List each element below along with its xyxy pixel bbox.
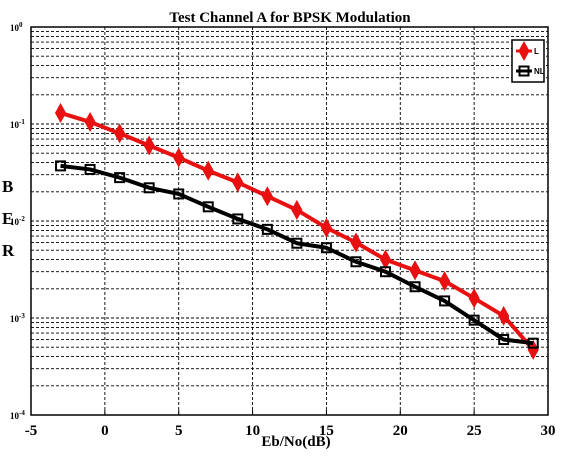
series-NL	[55, 160, 539, 349]
series-group	[54, 102, 539, 360]
legend-marker	[518, 65, 530, 77]
data-point-L	[261, 186, 273, 207]
legend: L NL	[511, 39, 545, 83]
data-point-NL	[291, 237, 303, 249]
data-point-L	[409, 260, 421, 281]
data-point-L	[320, 217, 333, 238]
data-point-NL	[55, 160, 67, 172]
data-point-L	[498, 305, 510, 326]
data-point-NL	[261, 223, 273, 235]
data-point-L	[439, 271, 451, 292]
series-L	[54, 102, 539, 360]
data-point-L	[202, 160, 214, 181]
grid-lines	[30, 26, 549, 416]
x-tick-label: 30	[541, 423, 556, 439]
legend-marker	[518, 40, 530, 62]
data-point-NL	[143, 182, 155, 194]
data-point-NL	[409, 281, 421, 293]
data-point-NL	[498, 334, 510, 346]
data-point-L	[54, 102, 67, 123]
y-tick-label: 10-4	[10, 409, 25, 421]
x-axis-ticks: -5 0 5 10 15 20 25 30	[25, 410, 556, 439]
data-point-L	[291, 199, 303, 220]
chart-title: Test Channel A for BPSK Modulation	[169, 10, 411, 26]
data-point-L	[379, 249, 392, 270]
y-axis-label-letter: R	[2, 241, 15, 260]
data-point-NL	[439, 295, 451, 307]
plot-frame	[30, 26, 549, 416]
y-tick-label: 10-3	[10, 312, 25, 324]
y-axis-label: BER	[2, 177, 15, 260]
data-point-L	[468, 288, 480, 309]
y-tick-label: 10-1	[10, 118, 25, 130]
x-tick-label: 0	[101, 423, 109, 439]
data-point-L	[350, 232, 362, 253]
x-tick-label: -5	[25, 423, 38, 439]
data-point-NL	[350, 256, 362, 268]
data-point-L	[232, 172, 244, 193]
series-line-NL	[60, 163, 534, 346]
y-axis-label-letter: B	[2, 177, 13, 196]
legend-label: NL	[534, 67, 545, 76]
data-point-NL	[202, 201, 214, 213]
x-tick-label: 25	[467, 423, 482, 439]
y-axis-label-letter: E	[2, 209, 13, 228]
data-point-NL	[380, 266, 392, 278]
x-axis-label: Eb/No(dB)	[261, 434, 330, 450]
data-point-L	[173, 147, 185, 168]
x-tick-label: 5	[175, 423, 183, 439]
legend-label: L	[534, 47, 539, 56]
data-point-NL	[84, 163, 96, 175]
data-point-L	[84, 111, 96, 132]
data-point-NL	[173, 188, 185, 200]
data-point-NL	[320, 242, 332, 254]
data-point-L	[114, 123, 126, 144]
y-tick-label: 100	[10, 21, 23, 33]
x-tick-label: 10	[245, 423, 260, 439]
x-tick-label: 20	[393, 423, 408, 439]
data-point-NL	[232, 213, 244, 225]
x-tick-label: 15	[319, 423, 334, 439]
data-point-NL	[468, 314, 480, 326]
data-point-NL	[527, 337, 539, 349]
data-point-NL	[114, 172, 126, 184]
data-point-L	[143, 135, 155, 156]
